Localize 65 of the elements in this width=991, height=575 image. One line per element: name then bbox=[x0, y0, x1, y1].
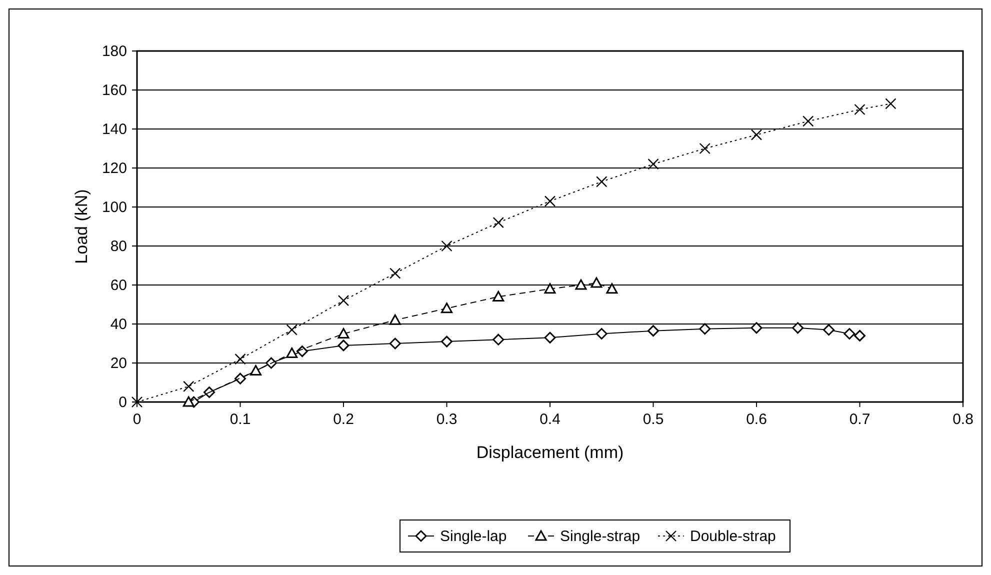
y-tick-label: 0 bbox=[118, 394, 127, 411]
legend-label: Single-lap bbox=[440, 528, 507, 545]
point bbox=[286, 324, 298, 336]
point bbox=[250, 365, 262, 376]
point bbox=[338, 295, 350, 306]
point bbox=[492, 334, 504, 346]
y-tick-label: 40 bbox=[110, 316, 127, 333]
point bbox=[596, 328, 608, 340]
point bbox=[338, 340, 350, 352]
point bbox=[131, 396, 143, 408]
point bbox=[802, 116, 814, 127]
x-tick-label: 0.8 bbox=[952, 411, 974, 428]
x-tick-label: 0.4 bbox=[540, 411, 560, 428]
x-tick-label: 0.2 bbox=[333, 411, 354, 428]
point bbox=[544, 332, 556, 344]
point bbox=[590, 277, 602, 288]
y-tick-label: 60 bbox=[110, 277, 127, 294]
point bbox=[234, 372, 246, 384]
x-tick-label: 0.3 bbox=[436, 411, 458, 428]
point bbox=[544, 283, 556, 294]
point bbox=[441, 336, 452, 348]
point bbox=[750, 129, 762, 140]
point bbox=[648, 325, 659, 337]
point bbox=[544, 196, 556, 207]
x-tick-label: 0.1 bbox=[230, 411, 251, 428]
y-tick-label: 180 bbox=[102, 43, 127, 60]
point bbox=[750, 322, 762, 334]
point bbox=[389, 314, 401, 325]
y-tick-label: 80 bbox=[110, 238, 127, 255]
x-tick-label: 0.6 bbox=[746, 411, 767, 428]
point bbox=[441, 240, 452, 252]
legend-label: Single-strap bbox=[560, 528, 640, 545]
x-tick-label: 0.7 bbox=[849, 411, 870, 428]
point bbox=[389, 338, 401, 350]
legend-label: Double-strap bbox=[690, 528, 776, 545]
point bbox=[823, 324, 835, 336]
point bbox=[234, 354, 246, 365]
point bbox=[390, 268, 401, 279]
point bbox=[699, 323, 711, 335]
point bbox=[575, 279, 587, 290]
point bbox=[648, 158, 659, 170]
y-tick-label: 160 bbox=[102, 82, 127, 99]
point bbox=[699, 142, 710, 154]
point bbox=[286, 348, 298, 358]
point bbox=[885, 98, 896, 110]
point bbox=[854, 330, 866, 342]
point bbox=[492, 217, 504, 228]
point bbox=[596, 176, 608, 188]
y-tick-label: 100 bbox=[102, 199, 127, 216]
point bbox=[854, 104, 866, 116]
point bbox=[183, 380, 194, 392]
x-tick-label: 0.5 bbox=[642, 411, 664, 428]
point bbox=[606, 283, 618, 294]
x-axis-title: Displacement (mm) bbox=[476, 443, 624, 462]
point bbox=[338, 328, 350, 338]
y-tick-label: 120 bbox=[102, 160, 127, 177]
point bbox=[844, 328, 856, 340]
y-tick-label: 20 bbox=[110, 355, 127, 372]
point bbox=[441, 302, 452, 314]
point bbox=[182, 396, 194, 407]
y-axis-title: Load (kN) bbox=[72, 189, 91, 264]
y-tick-label: 140 bbox=[102, 121, 127, 138]
point bbox=[792, 322, 804, 334]
x-tick-label: 0 bbox=[132, 411, 142, 428]
point bbox=[492, 290, 504, 302]
